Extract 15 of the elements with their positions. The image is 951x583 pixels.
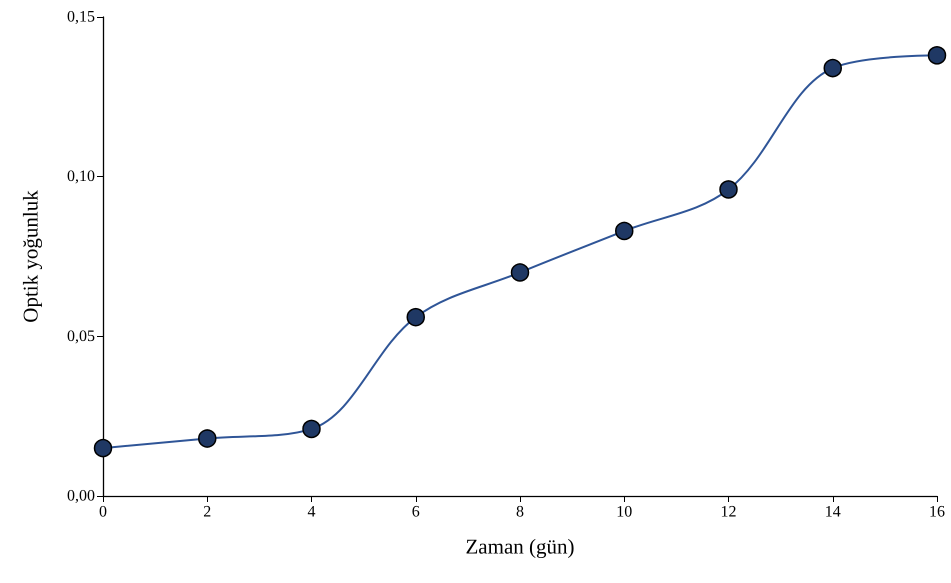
x-tick-label: 8 (516, 504, 524, 520)
x-tick-label: 16 (929, 504, 945, 520)
x-tick-label: 10 (616, 504, 632, 520)
x-tick-label: 4 (308, 504, 316, 520)
x-axis-title: Zaman (gün) (465, 534, 575, 558)
y-tick-label: 0,10 (67, 168, 95, 186)
x-tick-label: 2 (203, 504, 212, 520)
y-axis-title: Optik yoğunluk (18, 190, 42, 323)
y-tick-label: 0,00 (67, 488, 95, 504)
y-tick-label: 0,05 (67, 328, 95, 345)
y-tick-label: 0,15 (67, 8, 95, 26)
x-tick-label: 12 (720, 504, 736, 520)
x-tick-label: 6 (412, 504, 420, 520)
x-tick-label: 0 (99, 504, 107, 520)
x-tick-label: 14 (824, 504, 841, 520)
